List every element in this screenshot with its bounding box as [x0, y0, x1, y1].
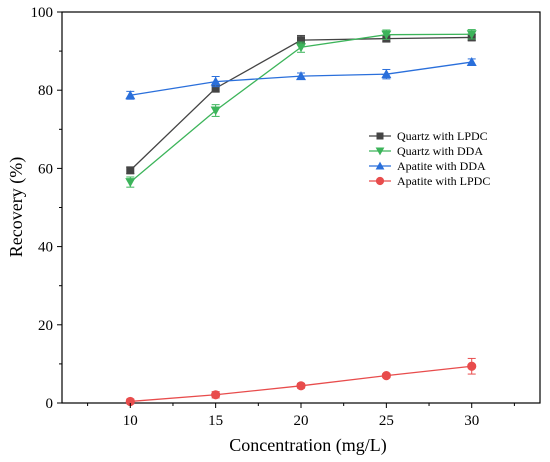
legend-marker: [376, 132, 384, 140]
data-point: [466, 30, 477, 40]
data-point: [125, 396, 135, 407]
axes-layer: 10 15 20 25 30 0 20 40 60 80 100: [31, 5, 515, 429]
plot-area: [61, 11, 541, 404]
y-tick-label: 0: [46, 396, 54, 412]
y-tick-label: 40: [38, 240, 53, 256]
data-point: [210, 76, 221, 86]
data-point: [125, 90, 136, 100]
legend-marker: [375, 147, 385, 156]
data-point: [211, 84, 220, 93]
data-point: [466, 57, 477, 67]
legend-label: Apatite with DDA: [397, 159, 486, 173]
data-point: [297, 36, 305, 45]
legend-marker: [375, 161, 385, 170]
y-tick-label: 80: [38, 83, 53, 99]
data-point: [467, 361, 477, 371]
x-tick-label: 25: [379, 413, 394, 429]
data-point: [296, 71, 306, 81]
legend-label: Quartz with DDA: [397, 144, 483, 158]
legend-label: Apatite with LPDC: [397, 174, 490, 188]
data-point: [211, 390, 221, 400]
data-point: [210, 106, 221, 116]
data-point: [381, 371, 391, 381]
x-tick-label: 10: [123, 413, 138, 429]
data-point: [381, 69, 392, 79]
plot-frame: [61, 11, 541, 404]
legend-label: Quartz with LPDC: [397, 129, 488, 143]
series-1: [125, 29, 477, 188]
x-axis-label: Concentration (mg/L): [229, 435, 386, 456]
y-tick-label: 20: [38, 318, 53, 334]
series-3: [125, 357, 477, 407]
series-2: [125, 57, 477, 100]
x-tick-label: 15: [208, 413, 223, 429]
x-tick-label: 20: [294, 413, 309, 429]
data-point: [125, 178, 136, 188]
data-point: [296, 381, 306, 391]
series-layer: [125, 29, 477, 407]
x-tick-label: 30: [464, 413, 479, 429]
y-tick-label: 60: [38, 161, 53, 177]
data-point: [296, 43, 306, 53]
y-tick-label: 100: [31, 5, 54, 21]
data-point: [381, 30, 392, 40]
data-point: [126, 166, 135, 175]
y-axis-label: Recovery (%): [6, 157, 27, 257]
legend-marker: [375, 176, 385, 186]
